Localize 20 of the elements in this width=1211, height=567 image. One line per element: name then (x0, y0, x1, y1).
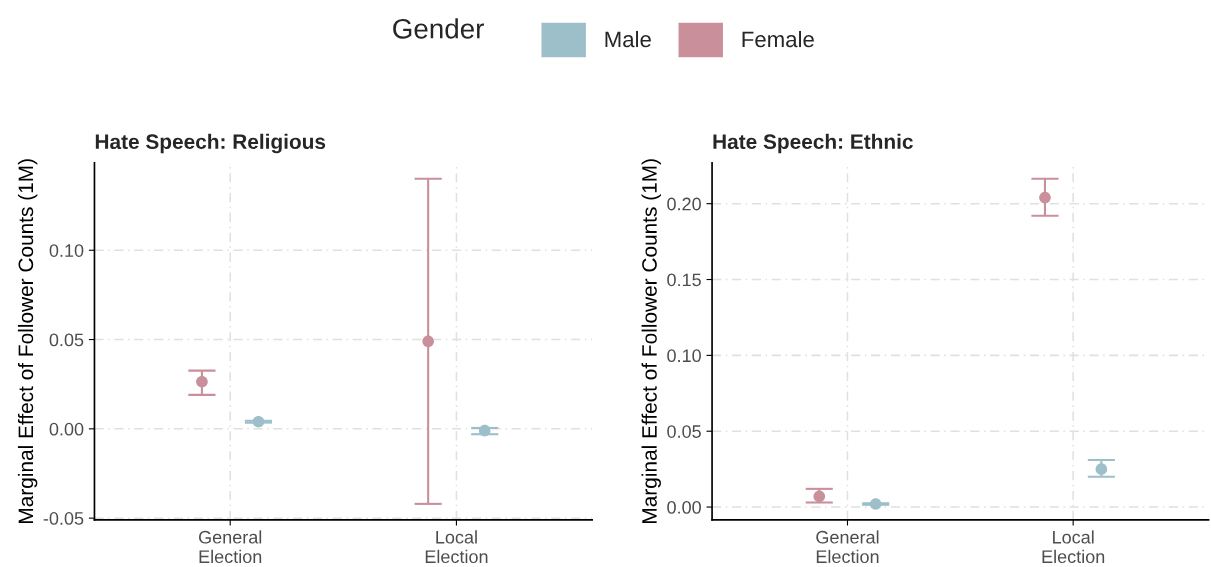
y-tick-label: 0.05 (667, 425, 701, 438)
legend-label: Female (742, 30, 814, 48)
chart-title: Hate Speech: Religious (95, 133, 326, 154)
y-tick-label: 0.05 (49, 333, 84, 347)
x-tick-label: General Election (816, 530, 879, 564)
y-axis-title: Marginal Effect of Follower Counts (1M) (17, 159, 38, 523)
x-tick-label: Local Election (425, 530, 488, 564)
y-tick-label: 0.20 (667, 197, 701, 211)
y-tick-label: 0.10 (49, 244, 84, 257)
y-tick-label: -0.05 (43, 512, 84, 525)
y-tick-label: 0.15 (667, 273, 701, 287)
y-tick-label: 0.00 (49, 422, 84, 436)
y-tick-label: 0.10 (667, 349, 701, 363)
y-tick-label: 0.00 (667, 500, 701, 514)
chart-title: Hate Speech: Ethnic (713, 133, 913, 154)
y-axis-title: Marginal Effect of Follower Counts (1M) (641, 159, 661, 523)
x-tick-label: General Election (198, 530, 262, 564)
legend-label: Male (605, 30, 651, 48)
x-tick-label: Local Election (1042, 530, 1105, 564)
legend-title: Gender (393, 18, 484, 39)
